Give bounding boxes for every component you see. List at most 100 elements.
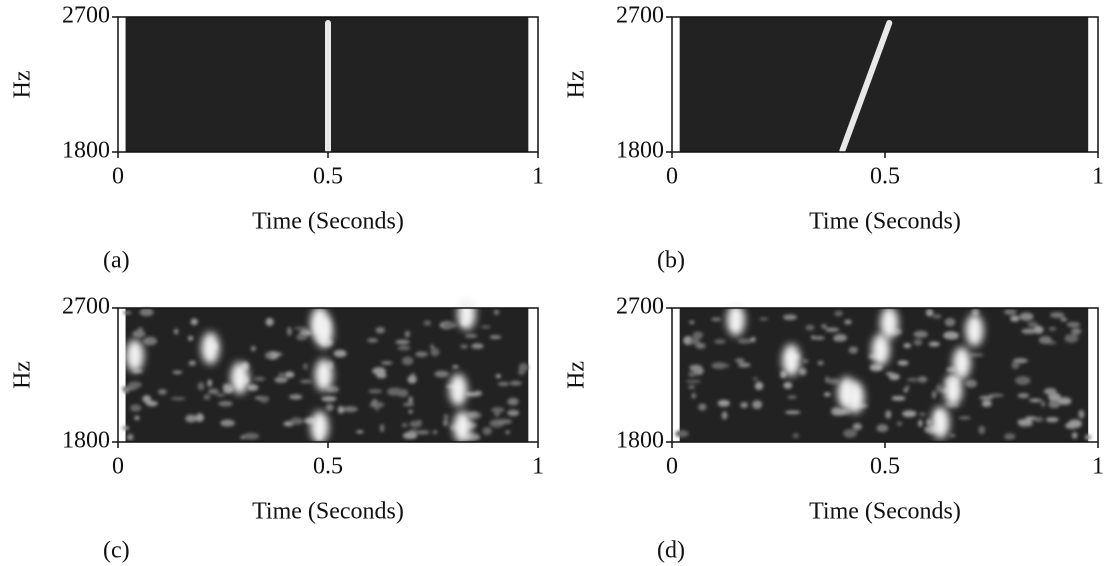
noise-speck	[218, 400, 233, 407]
noise-speck	[932, 314, 942, 319]
noise-speck	[430, 347, 440, 357]
noise-speck	[132, 330, 146, 338]
y-tick-label: 1800	[62, 428, 110, 454]
noise-speck	[337, 405, 344, 414]
noise-speck	[243, 432, 260, 440]
noise-speck	[978, 425, 986, 435]
noise-speck	[902, 410, 917, 418]
noise-speck	[785, 410, 801, 415]
noise-speck	[408, 396, 414, 404]
bright-spot	[931, 406, 950, 439]
noise-speck	[1065, 422, 1079, 429]
noise-speck	[691, 392, 697, 399]
noise-speck	[367, 338, 379, 343]
panel: 1800 2700 0 0.5 1 Time (Seconds) Hz (a)	[10, 3, 545, 274]
noise-speck	[517, 368, 526, 376]
x-tick-label: 0.5	[313, 454, 343, 480]
noise-speck	[848, 346, 858, 354]
noise-speck	[913, 330, 928, 338]
noise-speck	[928, 341, 940, 347]
noise-speck	[203, 394, 211, 400]
noise-speck	[265, 317, 274, 327]
noise-speck	[482, 427, 492, 436]
noise-speck	[157, 389, 167, 395]
noise-speck	[965, 379, 978, 388]
noise-speck	[925, 308, 934, 317]
bright-spot	[837, 376, 856, 409]
noise-speck	[844, 319, 852, 325]
noise-speck	[1048, 400, 1061, 409]
noise-speck	[1048, 392, 1061, 402]
noise-speck	[969, 353, 984, 357]
noise-speck	[197, 382, 205, 391]
noise-speck	[685, 379, 702, 384]
noise-speck	[683, 336, 693, 345]
noise-speck	[1010, 315, 1020, 322]
noise-speck	[813, 336, 825, 340]
noise-speck	[906, 378, 920, 382]
noise-speck	[465, 391, 481, 397]
noise-speck	[750, 337, 756, 343]
bright-spot	[782, 344, 801, 377]
noise-speck	[394, 387, 401, 396]
bright-spot	[310, 411, 329, 444]
noise-speck	[1043, 387, 1057, 395]
y-tick-label: 1800	[616, 428, 664, 454]
noise-speck	[296, 333, 308, 341]
noise-speck	[988, 393, 1004, 397]
noise-speck	[1072, 432, 1078, 439]
noise-speck	[368, 389, 383, 394]
noise-speck	[434, 370, 449, 378]
noise-speck	[752, 400, 763, 410]
noise-speck	[1050, 312, 1065, 319]
noise-speck	[1021, 328, 1038, 334]
panel-caption: (c)	[103, 538, 130, 564]
noise-speck	[460, 344, 468, 349]
noise-speck	[1025, 416, 1037, 421]
y-axis-label: Hz	[10, 71, 36, 99]
noise	[121, 308, 529, 441]
noise-speck	[442, 418, 449, 427]
noise-speck	[823, 392, 831, 397]
noise-speck	[843, 428, 858, 438]
noise-speck	[1017, 419, 1033, 425]
bright-spot	[314, 359, 333, 391]
noise-speck	[509, 380, 522, 386]
bright-spot	[726, 303, 745, 336]
noise-speck	[783, 381, 793, 389]
x-tick-label: 0.5	[313, 164, 343, 190]
noise-speck	[918, 419, 923, 428]
noise-speck	[185, 414, 198, 423]
noise-speck	[274, 376, 288, 383]
noise-speck	[740, 402, 749, 409]
noise-speck	[505, 430, 510, 435]
noise-speck	[401, 356, 414, 366]
noise-speck	[711, 362, 727, 370]
noise-speck	[395, 339, 410, 345]
x-tick-label: 1	[1092, 164, 1104, 190]
panel: 1800 2700 0 0.5 1 Time (Seconds) Hz (c)	[10, 294, 545, 564]
noise-speck	[408, 409, 413, 414]
noise-speck	[409, 420, 422, 428]
noise-speck	[342, 406, 358, 413]
noise-speck	[931, 390, 937, 399]
x-tick-label: 0.5	[870, 454, 900, 480]
noise-speck	[190, 318, 198, 326]
noise-speck	[289, 394, 303, 400]
noise-speck	[876, 424, 889, 433]
noise-speck	[495, 373, 502, 379]
noise-speck	[220, 419, 235, 427]
noise-speck	[692, 331, 704, 339]
noise-speck	[371, 398, 378, 408]
noise-speck	[825, 378, 840, 385]
noise-speck	[215, 393, 226, 397]
bright-spot	[453, 411, 472, 444]
noise-speck	[452, 365, 459, 369]
noise-speck	[464, 334, 478, 338]
noise-speck	[1085, 434, 1092, 441]
noise-speck	[404, 330, 411, 338]
noise-speck	[981, 400, 992, 407]
noise-speck	[430, 344, 435, 349]
noise-speck	[507, 409, 520, 417]
